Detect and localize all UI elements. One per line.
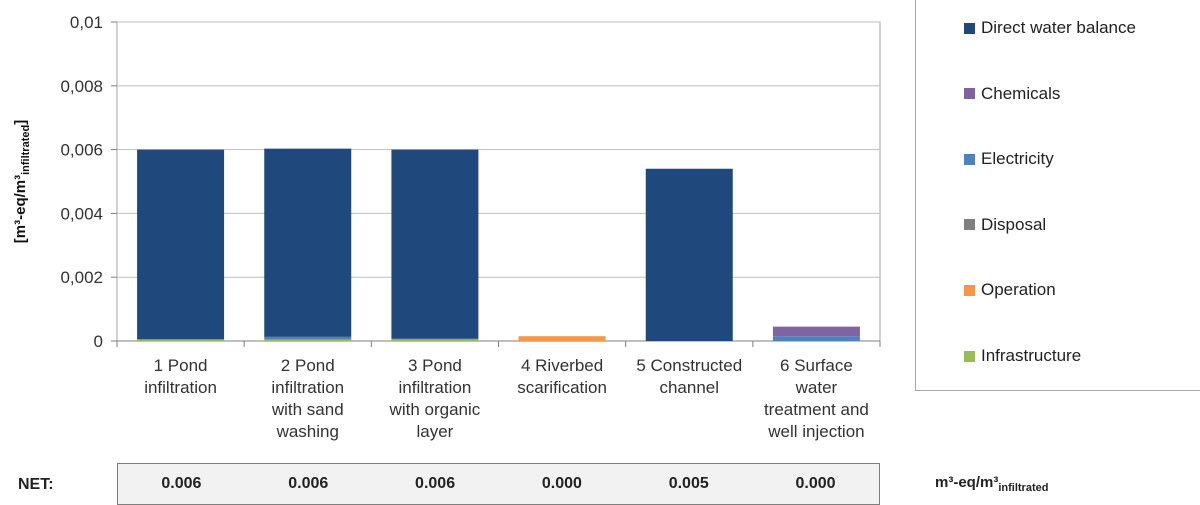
- net-value: 0.000: [541, 475, 582, 492]
- x-category-label: treatment and: [764, 400, 869, 419]
- legend-swatch: [964, 219, 975, 231]
- x-category-label: well injection: [767, 422, 864, 441]
- bar-direct-water-balance: [264, 148, 352, 337]
- legend-item: Infrastructure: [964, 346, 1081, 366]
- x-category-label: with sand: [271, 400, 344, 419]
- bar-direct-water-balance: [391, 149, 479, 339]
- legend-swatch: [964, 22, 975, 34]
- legend-label: Electricity: [981, 149, 1054, 169]
- y-tick-label: 0,01: [70, 13, 103, 32]
- x-category-label: 4 Riverbed: [521, 356, 603, 375]
- y-axis-label-end: ]: [12, 120, 29, 125]
- y-tick-label: 0,004: [60, 204, 103, 223]
- legend: Direct water balance Chemicals Electricity…: [915, 0, 1200, 391]
- x-category-label: 5 Constructed: [636, 356, 742, 375]
- net-value: 0.006: [288, 475, 329, 492]
- x-category-label: infiltration: [144, 378, 217, 397]
- y-tick-label: 0,002: [60, 268, 103, 287]
- legend-swatch: [964, 350, 975, 362]
- x-category-label: 1 Pond: [154, 356, 208, 375]
- x-category-label: 6 Surface: [780, 356, 853, 375]
- legend-label: Infrastructure: [981, 346, 1082, 365]
- legend-swatch: [964, 153, 975, 165]
- bar-operation: [518, 336, 606, 341]
- legend-label: Operation: [981, 280, 1056, 300]
- legend-swatch: [964, 284, 975, 296]
- bar-electricity: [137, 339, 225, 340]
- net-unit-text: m³-eq/m³: [935, 474, 999, 491]
- net-label: NET:: [18, 476, 54, 493]
- legend-item: Operation: [964, 280, 1056, 300]
- legend-label: Chemicals: [981, 83, 1061, 103]
- bar-infrastructure: [137, 339, 225, 341]
- bar-electricity: [264, 336, 352, 340]
- x-category-label: 3 Pond: [408, 356, 462, 375]
- x-category-label: scarification: [517, 378, 607, 397]
- net-table: 0.006 0.006 0.006 0.000 0.005 0.000: [117, 463, 880, 505]
- x-category-label: 2 Pond: [281, 356, 335, 375]
- net-value: 0.000: [795, 475, 836, 492]
- x-category-label: infiltration: [399, 378, 472, 397]
- plot-area: [116, 21, 881, 342]
- net-value: 0.005: [668, 475, 709, 492]
- y-tick-label: 0: [94, 332, 103, 351]
- legend-swatch: [964, 88, 975, 100]
- y-axis-label-main: [m³-eq/m³: [12, 175, 29, 243]
- y-axis-label-sub: infiltrated: [20, 125, 32, 175]
- bar-direct-water-balance: [645, 168, 733, 341]
- net-value: 0.006: [161, 475, 202, 492]
- bar-electricity: [772, 336, 860, 341]
- bar-electricity: [391, 338, 479, 340]
- x-category-label: channel: [659, 378, 719, 397]
- y-axis-label: [m³-eq/m³infiltrated]: [12, 120, 32, 243]
- bar-infrastructure: [264, 339, 352, 341]
- legend-item: Disposal: [964, 215, 1046, 235]
- net-unit-sub: infiltrated: [998, 482, 1049, 494]
- x-category-label: washing: [276, 422, 339, 441]
- x-category-label: water: [795, 378, 838, 397]
- x-category-label: with organic: [389, 400, 481, 419]
- legend-label: Direct water balance: [981, 18, 1136, 37]
- x-category-label: infiltration: [271, 378, 344, 397]
- y-tick-label: 0,008: [60, 77, 103, 96]
- legend-item: Chemicals: [964, 84, 1060, 104]
- bar-chemicals: [772, 326, 860, 337]
- bar-infrastructure: [391, 339, 479, 341]
- net-unit: m³-eq/m³infiltrated: [935, 474, 1048, 494]
- x-category-label: layer: [416, 422, 453, 441]
- bar-direct-water-balance: [137, 149, 225, 340]
- legend-label: Disposal: [981, 214, 1047, 234]
- y-tick-label: 0,006: [60, 141, 103, 160]
- legend-item: Electricity: [964, 149, 1054, 169]
- net-value: 0.006: [415, 475, 456, 492]
- legend-item: Direct water balance: [964, 18, 1136, 38]
